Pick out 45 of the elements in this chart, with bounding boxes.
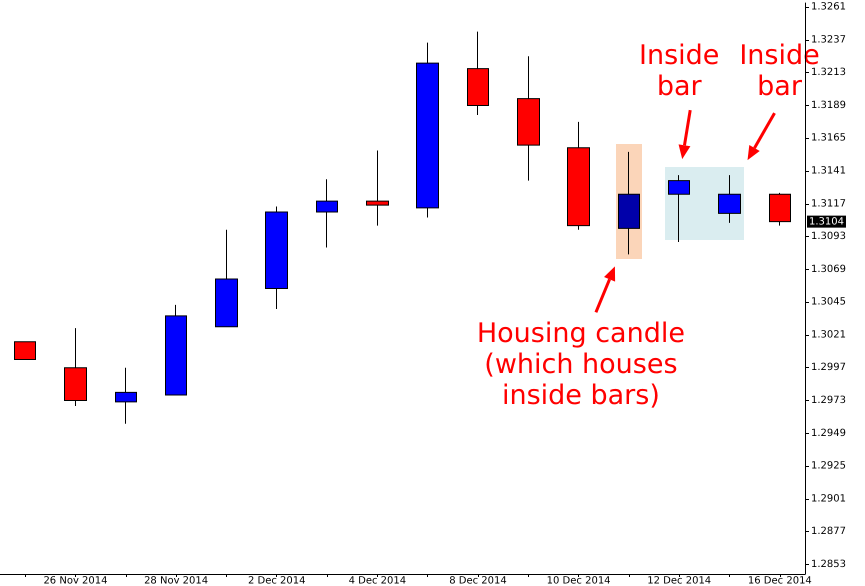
y-tick-label: 1.3069 [811,264,846,275]
candlestick [366,150,389,226]
y-tick-label: 1.3141 [811,166,846,177]
x-tick-label: 8 Dec 2014 [449,576,507,586]
candlestick [517,56,540,182]
y-tick-label: 1.2949 [811,428,846,439]
candlestick [416,42,439,218]
y-tick-label: 1.3165 [811,132,846,144]
y-tick-label: 1.3213 [811,67,846,78]
y-tick-label: 1.2901 [811,493,846,504]
y-tick-label: 1.3261 [811,2,846,13]
y-tick-label: 1.2997 [811,362,846,374]
candlestick [215,229,238,328]
y-tick-label: 1.3045 [811,296,846,308]
candlestick [115,367,137,424]
x-tick-label: 26 Nov 2014 [43,576,108,586]
y-tick-label: 1.2973 [811,395,846,406]
x-tick-label: 4 Dec 2014 [348,576,406,586]
y-tick-label: 1.2925 [811,460,846,472]
x-tick-label: 10 Dec 2014 [546,576,611,586]
x-tick-label: 2 Dec 2014 [248,576,306,586]
x-tick-label: 16 Dec 2014 [748,576,812,586]
candlestick [718,174,741,224]
y-tick-label: 1.3093 [811,231,846,242]
y-tick-label: 1.3117 [811,198,846,210]
candlestick [467,31,489,116]
candlestick [316,178,338,248]
y-tick-label: 1.3237 [811,34,846,46]
candlestick [165,304,187,396]
candlestick [265,206,288,310]
y-tick-label: 1.3189 [811,100,846,111]
candlestick [567,121,590,230]
annotation: 1.3104 [809,216,844,228]
candlestick [769,192,791,226]
annotation: Inside bar [639,40,720,102]
y-tick-label: 1.2877 [811,526,846,538]
candlestick [14,341,36,360]
annotation: Housing candle (which houses inside bars) [476,318,685,411]
candlestick [668,174,690,243]
y-tick-label: 1.3021 [811,329,846,340]
x-tick-label: 12 Dec 2014 [647,576,712,586]
x-tick-label: 28 Nov 2014 [144,576,208,586]
y-tick-label: 1.2853 [811,558,846,570]
candlestick [64,328,87,406]
candlestick [618,151,640,255]
